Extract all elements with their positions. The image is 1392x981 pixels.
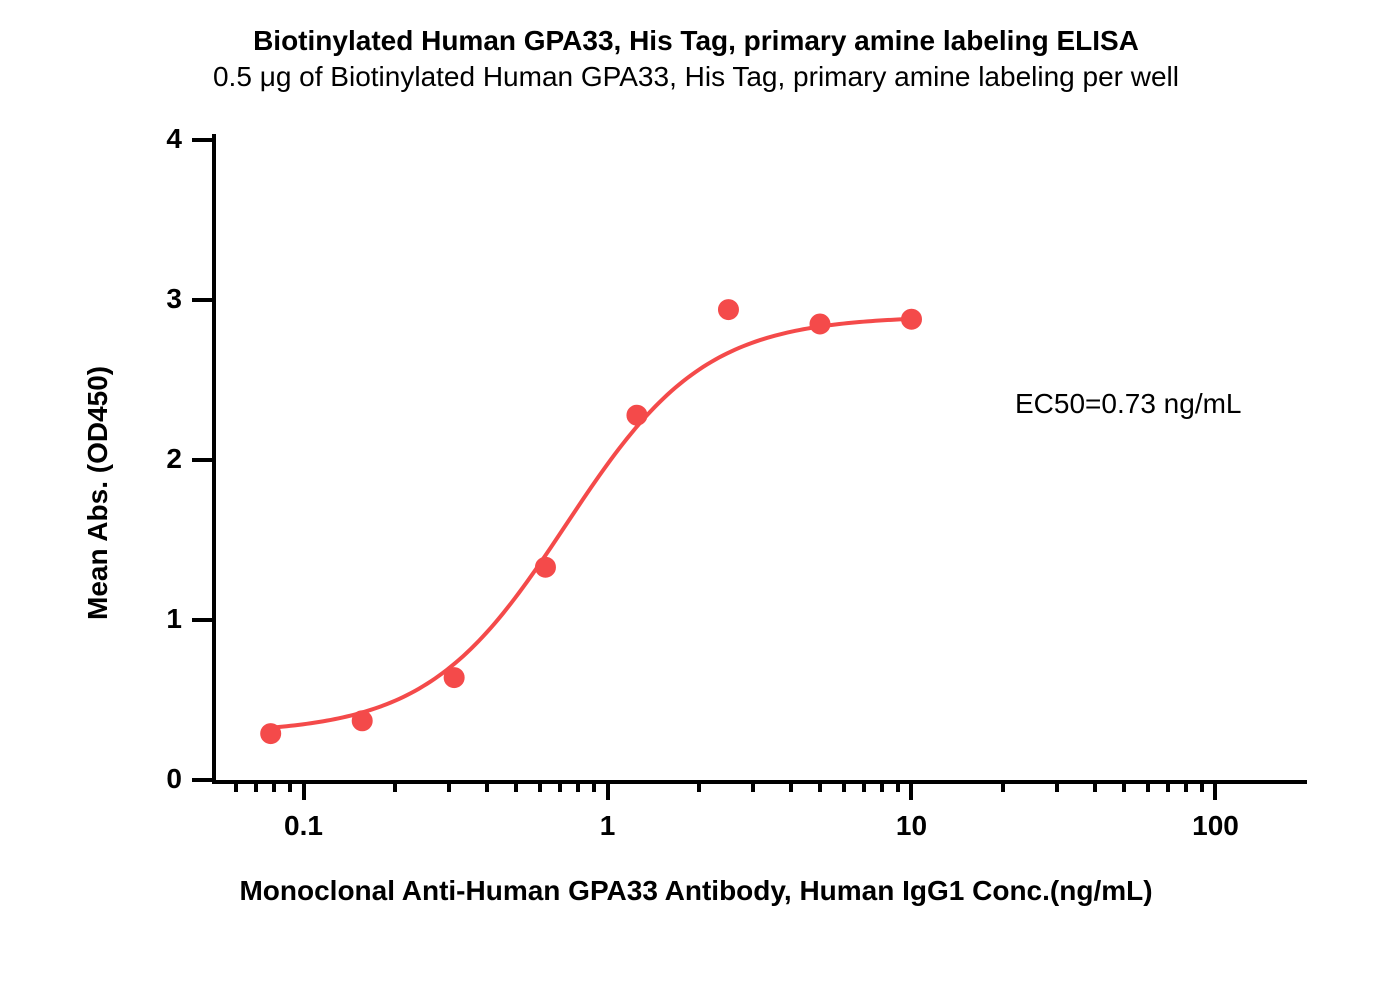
y-tick-label: 1 [142,603,182,635]
x-tick-label: 1 [558,810,658,842]
data-point [444,668,464,688]
data-point [535,557,555,577]
plot-area: 012340.1110100 [212,140,1307,780]
data-point [627,405,647,425]
plot-svg [212,140,1307,780]
title-block: Biotinylated Human GPA33, His Tag, prima… [0,25,1392,93]
x-tick-label: 0.1 [254,810,354,842]
y-tick-label: 0 [142,763,182,795]
data-point [902,309,922,329]
y-tick-label: 3 [142,283,182,315]
data-point [810,314,830,334]
y-tick-label: 2 [142,443,182,475]
data-point [261,724,281,744]
x-tick-label: 10 [861,810,961,842]
data-point [352,711,372,731]
data-point [718,300,738,320]
page-root: Biotinylated Human GPA33, His Tag, prima… [0,0,1392,981]
chart-subtitle: 0.5 μg of Biotinylated Human GPA33, His … [0,61,1392,93]
x-tick-label: 100 [1165,810,1265,842]
x-axis-label: Monoclonal Anti-Human GPA33 Antibody, Hu… [0,875,1392,907]
y-axis-label: Mean Abs. (OD450) [82,366,114,620]
fit-curve [271,319,912,728]
chart-title: Biotinylated Human GPA33, His Tag, prima… [0,25,1392,57]
y-tick-label: 4 [142,123,182,155]
